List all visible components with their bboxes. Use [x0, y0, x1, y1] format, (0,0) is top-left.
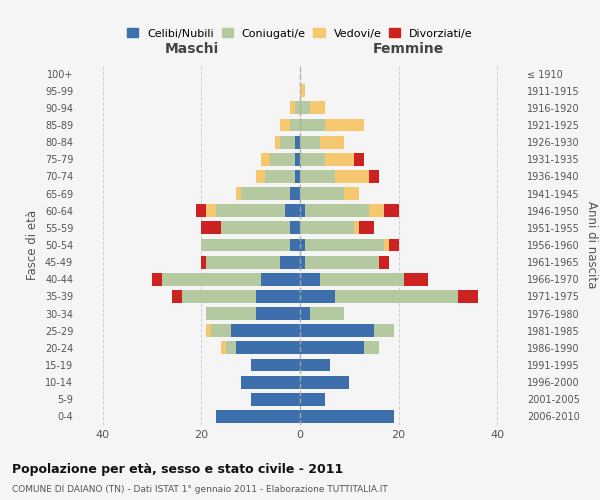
Bar — [162, 273, 260, 285]
Bar — [226, 342, 236, 354]
Text: Maschi: Maschi — [164, 42, 218, 56]
Bar — [364, 342, 379, 354]
Bar — [359, 222, 374, 234]
Bar — [295, 102, 300, 114]
Bar — [285, 204, 300, 217]
Bar — [221, 342, 226, 354]
Bar — [236, 342, 300, 354]
Bar — [265, 170, 295, 183]
Bar — [221, 222, 290, 234]
Bar — [300, 307, 310, 320]
Bar — [305, 238, 384, 252]
Bar — [290, 238, 300, 252]
Bar — [280, 136, 295, 148]
Bar — [202, 222, 221, 234]
Bar — [206, 307, 256, 320]
Bar — [202, 256, 206, 268]
Bar — [300, 187, 344, 200]
Bar — [320, 136, 344, 148]
Text: COMUNE DI DAIANO (TN) - Dati ISTAT 1° gennaio 2011 - Elaborazione TUTTITALIA.IT: COMUNE DI DAIANO (TN) - Dati ISTAT 1° ge… — [12, 485, 388, 494]
Bar — [310, 307, 344, 320]
Bar — [260, 273, 300, 285]
Bar — [206, 324, 211, 337]
Legend: Celibi/Nubili, Coniugati/e, Vedovi/e, Divorziati/e: Celibi/Nubili, Coniugati/e, Vedovi/e, Di… — [123, 24, 477, 43]
Bar — [300, 358, 329, 372]
Bar — [290, 118, 300, 132]
Bar — [335, 170, 369, 183]
Bar — [300, 222, 354, 234]
Bar — [344, 187, 359, 200]
Bar — [196, 204, 206, 217]
Bar — [295, 170, 300, 183]
Bar — [290, 102, 295, 114]
Bar — [290, 187, 300, 200]
Bar — [300, 153, 325, 166]
Bar — [305, 256, 379, 268]
Bar — [379, 256, 389, 268]
Bar — [152, 273, 162, 285]
Bar — [260, 153, 271, 166]
Bar — [354, 222, 359, 234]
Bar — [280, 256, 300, 268]
Bar — [305, 204, 369, 217]
Bar — [206, 256, 280, 268]
Bar — [275, 136, 280, 148]
Bar — [369, 170, 379, 183]
Bar — [310, 102, 325, 114]
Bar — [300, 204, 305, 217]
Bar — [256, 290, 300, 303]
Bar — [384, 204, 398, 217]
Bar — [216, 204, 285, 217]
Bar — [202, 238, 290, 252]
Bar — [369, 204, 384, 217]
Bar — [384, 238, 389, 252]
Bar — [300, 273, 320, 285]
Bar — [295, 136, 300, 148]
Text: Popolazione per età, sesso e stato civile - 2011: Popolazione per età, sesso e stato civil… — [12, 462, 343, 475]
Bar — [290, 222, 300, 234]
Bar — [325, 153, 354, 166]
Bar — [241, 376, 300, 388]
Bar — [300, 256, 305, 268]
Bar — [300, 342, 364, 354]
Bar — [251, 358, 300, 372]
Bar — [295, 153, 300, 166]
Bar — [231, 324, 300, 337]
Text: Femmine: Femmine — [373, 42, 444, 56]
Bar — [300, 84, 305, 97]
Bar — [300, 290, 335, 303]
Bar — [182, 290, 256, 303]
Bar — [236, 187, 241, 200]
Bar — [325, 118, 364, 132]
Bar — [300, 102, 310, 114]
Bar — [300, 393, 325, 406]
Bar — [256, 307, 300, 320]
Bar — [300, 238, 305, 252]
Bar — [320, 273, 404, 285]
Bar — [354, 153, 364, 166]
Bar — [241, 187, 290, 200]
Bar — [280, 118, 290, 132]
Bar — [206, 204, 216, 217]
Bar — [458, 290, 478, 303]
Y-axis label: Fasce di età: Fasce di età — [26, 210, 39, 280]
Bar — [300, 324, 374, 337]
Bar — [300, 376, 349, 388]
Bar — [216, 410, 300, 423]
Bar — [300, 136, 320, 148]
Bar — [211, 324, 231, 337]
Bar — [172, 290, 182, 303]
Y-axis label: Anni di nascita: Anni di nascita — [585, 202, 598, 288]
Bar — [374, 324, 394, 337]
Bar — [300, 118, 325, 132]
Bar — [389, 238, 398, 252]
Bar — [251, 393, 300, 406]
Bar — [256, 170, 265, 183]
Bar — [335, 290, 458, 303]
Bar — [300, 170, 335, 183]
Bar — [271, 153, 295, 166]
Bar — [404, 273, 428, 285]
Bar — [300, 410, 394, 423]
